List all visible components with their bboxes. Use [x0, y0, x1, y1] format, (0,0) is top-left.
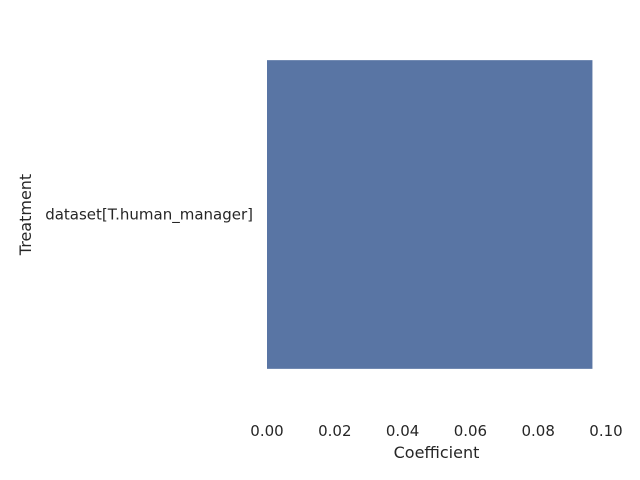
category-label-0: dataset[T.human_manager]	[45, 206, 253, 225]
bar-0	[267, 60, 593, 369]
x-tick-label-4: 0.08	[521, 422, 554, 440]
x-axis-title: Coefficient	[394, 443, 480, 462]
x-tick-labels: 0.00 0.02 0.04 0.06 0.08 0.10	[250, 422, 622, 440]
category-labels: dataset[T.human_manager]	[45, 206, 253, 225]
x-tick-label-5: 0.10	[589, 422, 622, 440]
x-tick-label-3: 0.06	[454, 422, 487, 440]
x-tick-label-0: 0.00	[250, 422, 283, 440]
y-axis-title: Treatment	[16, 174, 35, 256]
x-tick-label-1: 0.02	[318, 422, 351, 440]
x-tick-label-2: 0.04	[386, 422, 419, 440]
bar-group	[267, 60, 593, 369]
